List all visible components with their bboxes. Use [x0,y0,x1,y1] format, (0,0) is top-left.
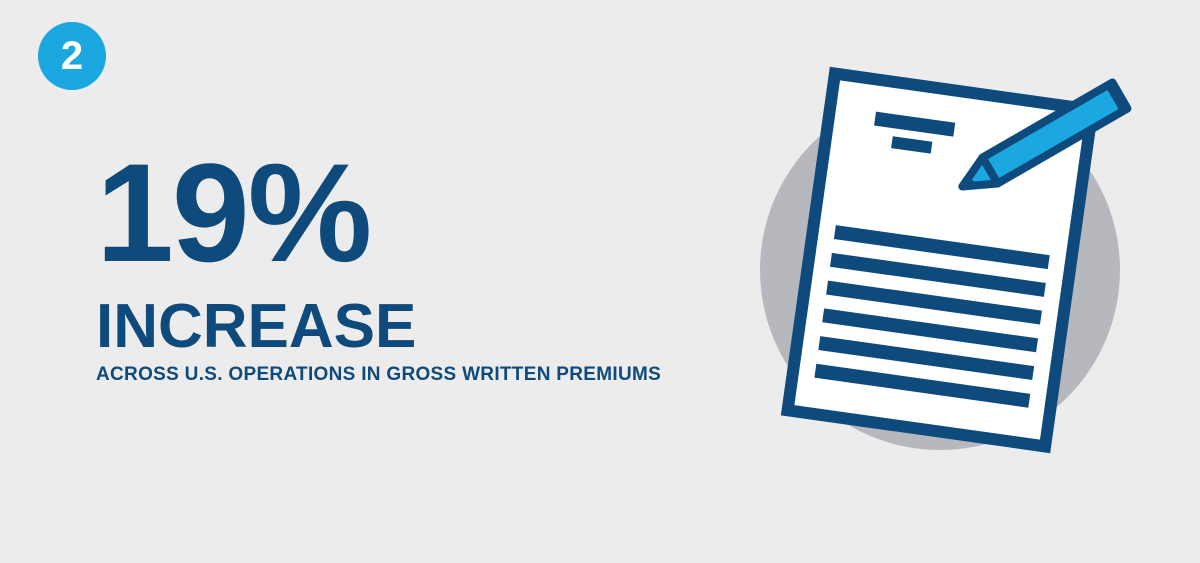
infographic-canvas: 2 19% INCREASE ACROSS U.S. OPERATIONS IN… [0,0,1200,563]
stat-subline: ACROSS U.S. OPERATIONS IN GROSS WRITTEN … [96,364,661,387]
step-number: 2 [61,34,83,79]
document-pen-illustration [680,30,1160,530]
stat-value: 19% [96,150,661,276]
stat-text-block: 19% INCREASE ACROSS U.S. OPERATIONS IN G… [96,150,661,387]
stat-headline: INCREASE [96,296,661,358]
step-badge: 2 [38,22,106,90]
